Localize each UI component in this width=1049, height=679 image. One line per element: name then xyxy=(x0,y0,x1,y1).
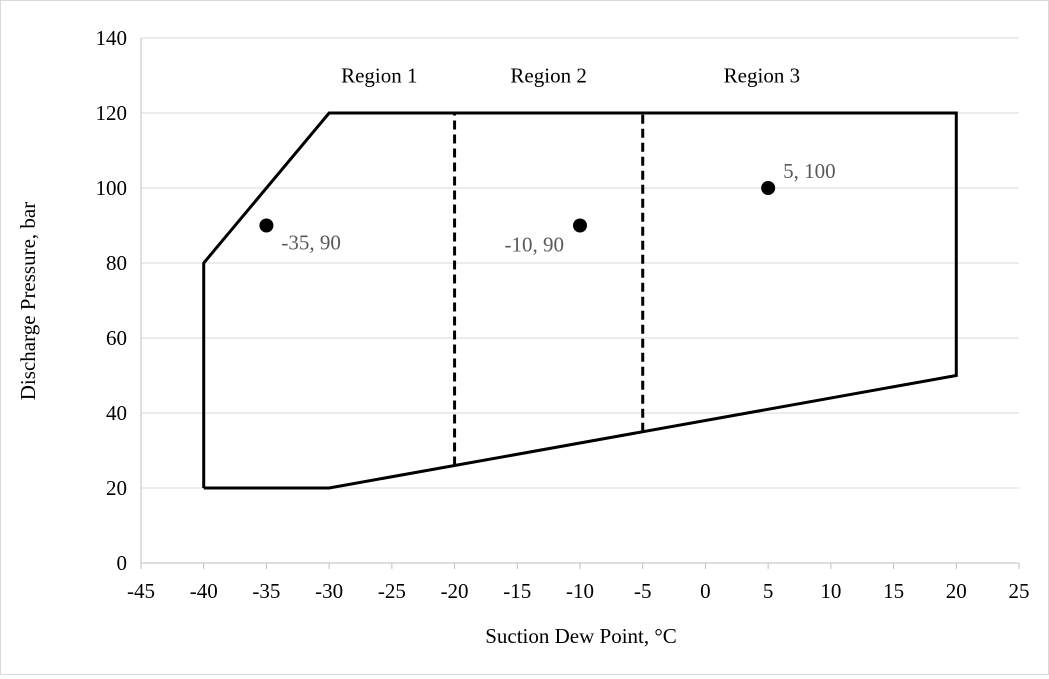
y-tick-label: 20 xyxy=(106,476,127,500)
x-tick-label: -5 xyxy=(634,579,652,603)
x-tick-label: -20 xyxy=(441,579,469,603)
region-label: Region 3 xyxy=(724,64,800,88)
x-tick-label: -45 xyxy=(127,579,155,603)
x-tick-label: -25 xyxy=(378,579,406,603)
data-point-label: 5, 100 xyxy=(783,159,836,183)
x-tick-label: -30 xyxy=(315,579,343,603)
region-label: Region 1 xyxy=(341,64,417,88)
data-points xyxy=(259,181,776,233)
labels: Region 1 Region 2 Region 3 -35, 90 -10, 90 5,… xyxy=(281,64,835,257)
envelope-boundary xyxy=(202,111,958,490)
y-tick-label: 120 xyxy=(96,101,128,125)
y-tick-label: 40 xyxy=(106,401,127,425)
data-point-label: -10, 90 xyxy=(505,233,565,257)
x-tick-label: 10 xyxy=(820,579,841,603)
data-point-label: -35, 90 xyxy=(281,231,341,255)
x-tick-label: 5 xyxy=(763,579,774,603)
operating-envelope xyxy=(202,111,958,490)
x-tick-label: -40 xyxy=(190,579,218,603)
y-tick-label: 0 xyxy=(117,551,128,575)
x-tick-label: 20 xyxy=(946,579,967,603)
x-tick-label: -15 xyxy=(503,579,531,603)
y-tick-label: 100 xyxy=(96,176,128,200)
x-axis-title: Suction Dew Point, °C xyxy=(485,624,677,648)
y-tick-label: 60 xyxy=(106,326,127,350)
x-tick-label: -35 xyxy=(252,579,280,603)
region-label: Region 2 xyxy=(510,64,586,88)
x-tick-label: 15 xyxy=(883,579,904,603)
data-point xyxy=(573,218,587,233)
y-axis-title: Discharge Pressure, bar xyxy=(16,202,40,400)
y-tick-label: 80 xyxy=(106,251,127,275)
grid-lines xyxy=(141,37,1019,489)
data-point xyxy=(259,218,274,233)
x-tick-label: 25 xyxy=(1009,579,1030,603)
x-tick-label: 0 xyxy=(700,579,711,603)
x-tick-label: -10 xyxy=(566,579,594,603)
data-point xyxy=(761,181,776,195)
y-tick-label: 140 xyxy=(96,26,128,50)
